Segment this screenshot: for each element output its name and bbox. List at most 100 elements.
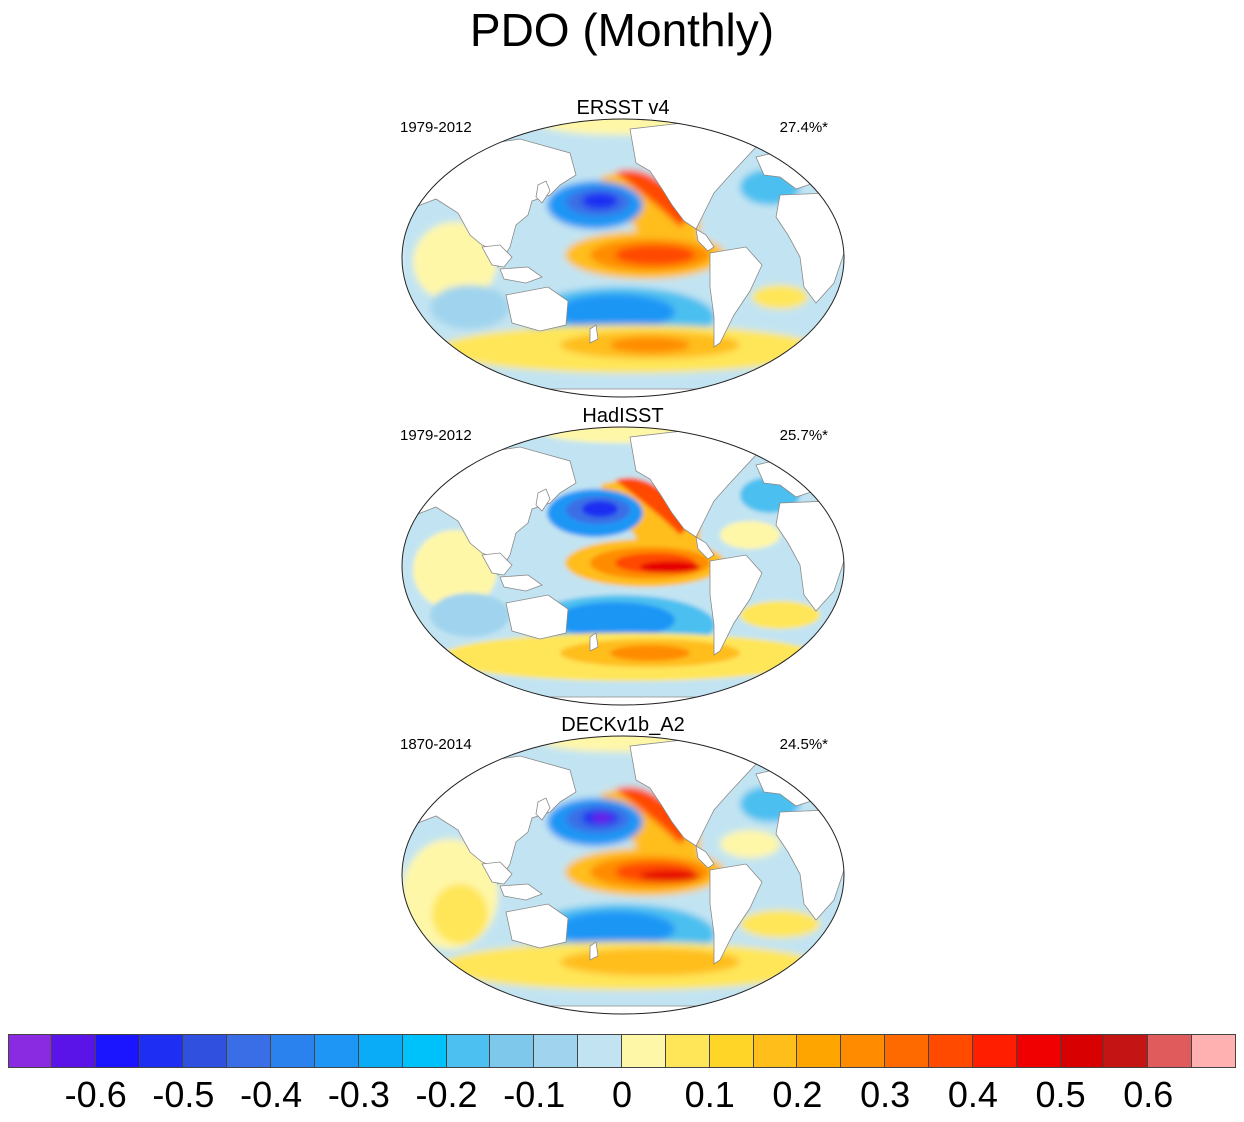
tropical-atlantic-warm [720, 521, 780, 549]
land-mass [709, 863, 763, 965]
map-outline [401, 426, 845, 706]
south-atlantic-warm [740, 601, 820, 629]
colorbar-box [95, 1034, 140, 1068]
colorbar-box [1016, 1034, 1061, 1068]
land-mass [505, 903, 569, 949]
panel-period: 1979-2012 [400, 427, 472, 444]
land-mass [589, 324, 599, 344]
tropical-warm-max [640, 870, 700, 882]
south-pacific-cool-core [555, 602, 675, 638]
colorbar-tick-label: 0.3 [860, 1074, 911, 1115]
colorbar-box [227, 1034, 272, 1068]
panel-variance: 24.5%* [779, 736, 828, 753]
colorbar-tick-label: 0.5 [1035, 1074, 1086, 1115]
tropical-warm-peak [615, 245, 695, 265]
land-mass [499, 883, 543, 901]
map-panel-ersst: ERSST v4 1979-2012 27.4%* [400, 97, 846, 399]
map-panel-hadisst: HadISST 1979-2012 25.7%* [400, 405, 846, 707]
north-pacific-cold-core [582, 193, 618, 209]
south-pacific-cool-core [555, 294, 675, 330]
north-pacific-cold-core [582, 501, 618, 517]
colorbar-box [1060, 1034, 1105, 1068]
colorbar-box [929, 1034, 973, 1068]
figure-title: PDO (Monthly) [469, 4, 775, 56]
colorbar-box [972, 1034, 1017, 1068]
land-mass [589, 941, 599, 961]
land-mass [695, 228, 715, 252]
colorbar-box [446, 1034, 491, 1068]
colorbar-box [271, 1034, 315, 1068]
tropical-warm-max [640, 561, 700, 573]
land-mass [499, 574, 543, 592]
colorbar-box [1104, 1034, 1149, 1068]
indian-ocean-cool [430, 593, 510, 637]
land-mass [709, 246, 763, 348]
land-mass [589, 632, 599, 652]
colorbar-box [753, 1034, 798, 1068]
northeast-pacific-hot [615, 786, 690, 844]
colorbar-box [8, 1034, 52, 1068]
colorbar-box [1192, 1034, 1236, 1068]
colorbar-box [358, 1034, 403, 1068]
tropical-atlantic-warm [720, 830, 780, 858]
indian-ocean-warm [413, 222, 497, 302]
panel-period: 1979-2012 [400, 119, 472, 136]
colorbar-tick-label: -0.5 [152, 1074, 215, 1115]
panel-variance: 27.4%* [779, 119, 828, 136]
colorbar [8, 1034, 1236, 1068]
colorbar-box [139, 1034, 184, 1068]
colorbar-tick-label: 0.6 [1123, 1074, 1174, 1115]
north-pacific-cold-peak [592, 813, 612, 823]
map-outline [401, 735, 845, 1015]
colorbar-box [885, 1034, 929, 1068]
map-outline [401, 118, 845, 398]
colorbar-tick-label: -0.4 [240, 1074, 303, 1115]
colorbar-box [709, 1034, 754, 1068]
south-pacific-cool-core [555, 911, 675, 947]
land-mass [535, 180, 551, 204]
land-mass [505, 594, 569, 640]
map-svg [401, 118, 845, 398]
indian-ocean-warm [413, 530, 497, 610]
land-mass [505, 286, 569, 332]
colorbar-box [402, 1034, 447, 1068]
land-mass [481, 552, 513, 576]
colorbar-box [841, 1034, 886, 1068]
land-mass [535, 797, 551, 821]
northeast-pacific-hot [615, 477, 690, 535]
colorbar-box [315, 1034, 359, 1068]
colorbar-box [797, 1034, 842, 1068]
land-mass [535, 488, 551, 512]
colorbar-tick-label: -0.1 [503, 1074, 566, 1115]
colorbar-tick-label: 0.4 [947, 1074, 998, 1115]
southern-warm-peak [610, 645, 690, 661]
southern-warm-core [560, 948, 740, 976]
map-svg [401, 426, 845, 706]
land-mass [695, 536, 715, 560]
sst-pattern [402, 736, 844, 1014]
panel-title: DECKv1b_A2 [561, 714, 685, 736]
indian-ocean-cool [430, 285, 510, 329]
land-mass [695, 845, 715, 869]
colorbar-tick-label: 0.2 [772, 1074, 823, 1115]
colorbar-tick-label: -0.3 [327, 1074, 390, 1115]
south-atlantic-warm [740, 910, 820, 938]
colorbar-box [578, 1034, 622, 1068]
colorbar-box [51, 1034, 96, 1068]
southern-warm-peak [610, 337, 690, 353]
map-panel-deck: DECKv1b_A2 1870-2014 24.5%* [400, 714, 846, 1016]
colorbar-box [622, 1034, 666, 1068]
panel-period: 1870-2014 [400, 736, 472, 753]
map-field [402, 427, 844, 705]
panel-title: ERSST v4 [576, 97, 670, 119]
land-mass [481, 244, 513, 268]
colorbar-box [183, 1034, 228, 1068]
panel-title: HadISST [582, 405, 664, 427]
land-mass [499, 266, 543, 284]
map-svg [401, 735, 845, 1015]
colorbar-box [490, 1034, 535, 1068]
map-field [402, 736, 844, 1014]
land-mass [709, 554, 763, 656]
colorbar-box [1148, 1034, 1193, 1068]
south-atlantic-warm [752, 285, 808, 309]
